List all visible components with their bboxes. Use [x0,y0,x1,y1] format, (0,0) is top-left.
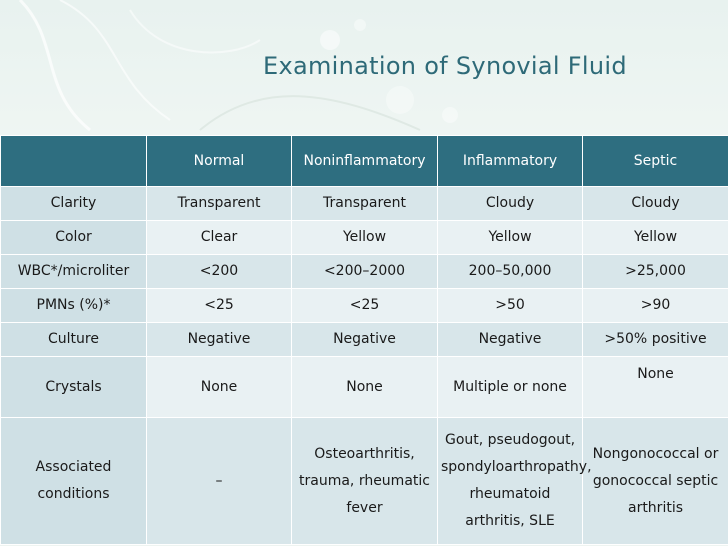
table-row: Color Clear Yellow Yellow Yellow [0,220,728,255]
table-cell: <200 [146,254,292,289]
table-cell: None [291,356,438,418]
table-cell: Negative [291,322,438,357]
table-cell: None [146,356,292,418]
table-cell: <25 [146,288,292,323]
table-cell: <25 [291,288,438,323]
background-decoration [18,0,458,132]
table-cell: 200–50,000 [437,254,583,289]
table-cell: >50 [437,288,583,323]
table-cell: Cloudy [437,186,583,221]
table-cell: Multiple or none [437,356,583,418]
row-label: Color [0,220,147,255]
table-cell: Osteoarthritis, trauma, rheumatic fever [291,417,438,545]
table-cell: Transparent [146,186,292,221]
table-row: Associated conditions – Osteoarthritis, … [0,417,728,545]
table-cell: Nongonococcal or gonococcal septic arthr… [582,417,728,545]
table-cell: Negative [437,322,583,357]
table-cell: None [582,356,728,418]
header-septic: Septic [582,135,728,187]
row-label: Associated conditions [0,417,147,545]
table-cell: Gout, pseudogout, spondyloarthropathy, r… [437,417,592,545]
row-label: WBC*/microliter [0,254,147,289]
table-cell: >50% positive [582,322,728,357]
page-title: Examination of Synovial Fluid [263,52,627,80]
table-cell: Yellow [437,220,583,255]
table-row: Clarity Transparent Transparent Cloudy C… [0,186,728,221]
header-corner [0,135,147,187]
header-noninflammatory: Noninflammatory [291,135,438,187]
table-cell: >25,000 [582,254,728,289]
table-header-row: Normal Noninflammatory Inflammatory Sept… [0,135,728,187]
table-cell: Negative [146,322,292,357]
table-row: Crystals None None Multiple or none None [0,356,728,418]
header-normal: Normal [146,135,292,187]
row-label: Crystals [0,356,147,418]
row-label: PMNs (%)* [0,288,147,323]
table-cell: Yellow [582,220,728,255]
row-label: Culture [0,322,147,357]
synovial-fluid-table: Normal Noninflammatory Inflammatory Sept… [0,135,728,545]
table-row: PMNs (%)* <25 <25 >50 >90 [0,288,728,323]
table-row: WBC*/microliter <200 <200–2000 200–50,00… [0,254,728,289]
table-cell: >90 [582,288,728,323]
row-label: Clarity [0,186,147,221]
table-cell: Yellow [291,220,438,255]
table-cell: Cloudy [582,186,728,221]
table-cell: Transparent [291,186,438,221]
table-cell: Clear [146,220,292,255]
header-inflammatory: Inflammatory [437,135,583,187]
table-cell: <200–2000 [291,254,438,289]
table-row: Culture Negative Negative Negative >50% … [0,322,728,357]
table-cell: – [146,417,292,545]
synovial-fluid-table-container: Normal Noninflammatory Inflammatory Sept… [0,135,728,545]
